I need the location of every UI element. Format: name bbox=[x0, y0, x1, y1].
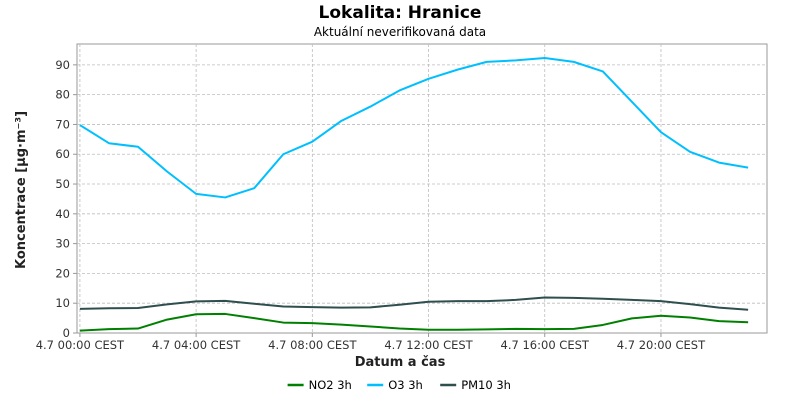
grid bbox=[77, 44, 767, 333]
legend-label: O3 3h bbox=[388, 378, 423, 392]
series-line-pm10-3h bbox=[79, 296, 749, 311]
x-tick-label: 4.7 16:00 CEST bbox=[501, 338, 590, 352]
y-axis: 0 10 20 30 40 50 60 70 80 90 bbox=[55, 58, 77, 340]
y-tick-label: 70 bbox=[55, 117, 70, 131]
y-tick-label: 60 bbox=[55, 147, 70, 161]
y-tick-label: 40 bbox=[55, 207, 70, 221]
y-tick-label: 80 bbox=[55, 88, 70, 102]
plot-area bbox=[76, 43, 768, 334]
y-tick-label: 10 bbox=[55, 296, 70, 310]
x-axis-title: Datum a čas bbox=[355, 355, 446, 370]
x-tick-label: 4.7 04:00 CEST bbox=[152, 338, 241, 352]
legend-item: O3 3h bbox=[367, 378, 423, 392]
x-tick-label: 4.7 08:00 CEST bbox=[268, 338, 357, 352]
legend: NO2 3h O3 3h PM10 3h bbox=[287, 378, 511, 392]
x-axis: 4.7 00:00 CEST 4.7 04:00 CEST 4.7 08:00 CE… bbox=[36, 333, 706, 352]
x-tick-label: 4.7 20:00 CEST bbox=[617, 338, 706, 352]
y-axis-title: Koncentrace [µg·m⁻³] bbox=[14, 111, 29, 269]
series-line-o3-3h bbox=[79, 57, 749, 199]
y-tick-label: 50 bbox=[55, 177, 70, 191]
y-tick-label: 20 bbox=[55, 266, 70, 280]
series-lines bbox=[79, 57, 749, 332]
legend-label: PM10 3h bbox=[461, 378, 511, 392]
x-tick-label: 4.7 12:00 CEST bbox=[384, 338, 473, 352]
y-tick-label: 30 bbox=[55, 237, 70, 251]
series-line-no2-3h bbox=[79, 312, 749, 332]
x-tick-label: 4.7 00:00 CEST bbox=[36, 338, 125, 352]
legend-item: NO2 3h bbox=[287, 378, 352, 392]
y-tick-label: 90 bbox=[55, 58, 70, 72]
legend-label: NO2 3h bbox=[309, 378, 352, 392]
chart-title: Lokalita: Hranice bbox=[319, 3, 482, 23]
chart-subtitle: Aktuální neverifikovaná data bbox=[314, 25, 486, 39]
y-tick-label: 0 bbox=[63, 326, 70, 340]
legend-item: PM10 3h bbox=[440, 378, 511, 392]
